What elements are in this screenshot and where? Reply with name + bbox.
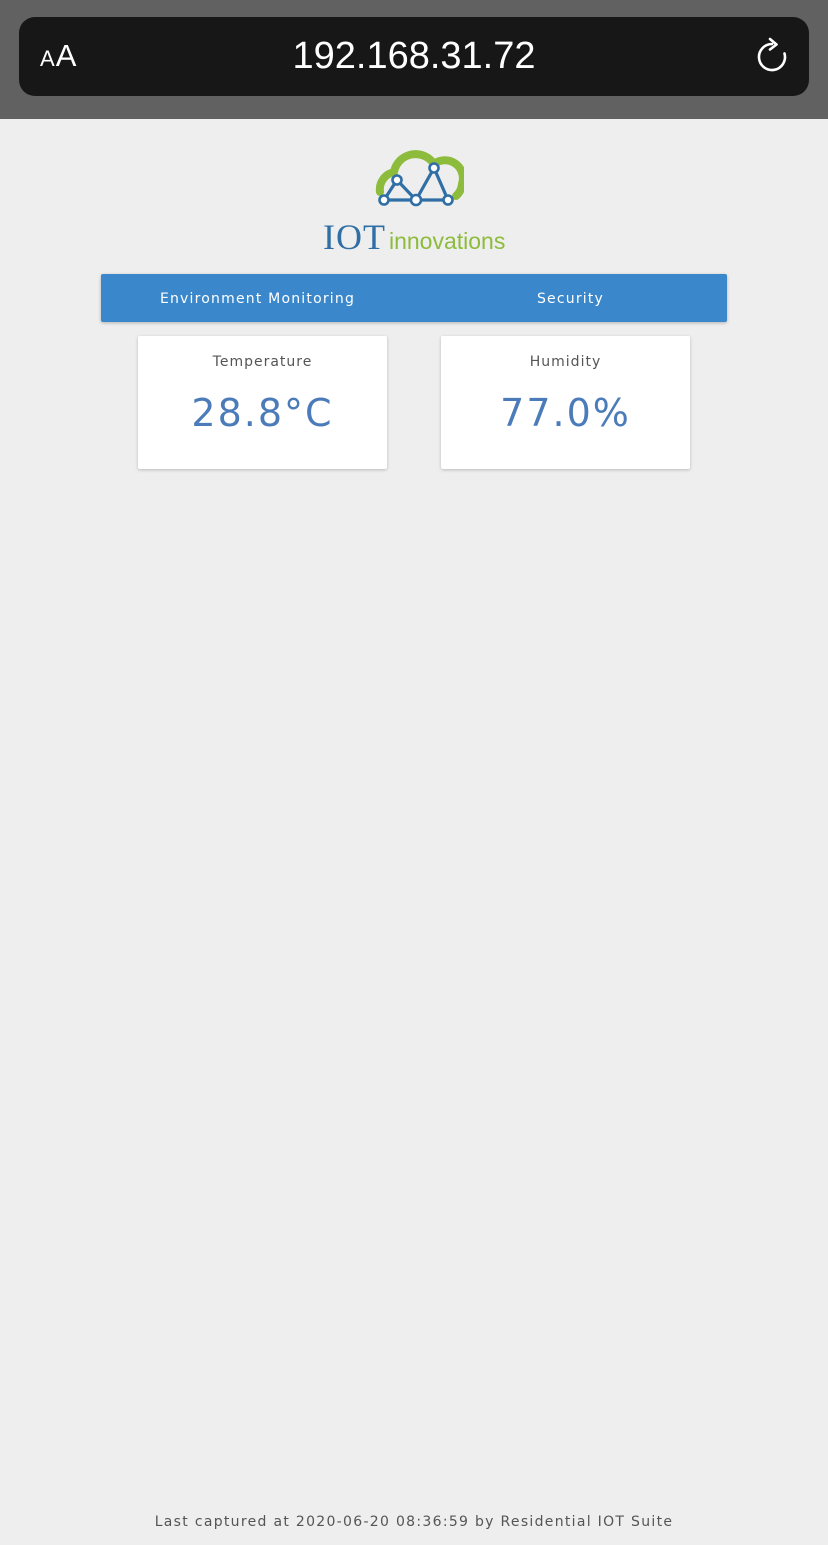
cloud-network-icon	[375, 150, 464, 207]
browser-chrome: A A 192.168.31.72	[0, 0, 828, 119]
humidity-card: Humidity 77.0%	[441, 336, 690, 469]
logo-iot-text: IOT	[323, 217, 386, 257]
text-size-button[interactable]: A A	[40, 38, 76, 78]
temperature-card: Temperature 28.8°C	[138, 336, 387, 469]
url-text[interactable]: 192.168.31.72	[292, 35, 536, 77]
footer-status: Last captured at 2020-06-20 08:36:59 by …	[154, 1514, 674, 1530]
temperature-value: 28.8°C	[191, 391, 334, 435]
humidity-value: 77.0%	[500, 391, 631, 435]
text-size-large-glyph: A	[55, 38, 77, 73]
iot-innovations-logo: IOT innovations	[320, 150, 512, 258]
address-bar[interactable]	[19, 17, 809, 96]
reload-icon[interactable]	[752, 37, 792, 77]
logo-wordmark: IOT innovations	[323, 216, 505, 258]
logo-innovations-text: innovations	[388, 228, 506, 254]
nav-bar: Environment Monitoring Security	[101, 274, 727, 322]
temperature-label: Temperature	[212, 354, 313, 370]
text-size-small-glyph: A	[40, 46, 55, 71]
humidity-label: Humidity	[529, 354, 602, 370]
tab-environment-monitoring[interactable]: Environment Monitoring	[159, 291, 356, 307]
tab-security[interactable]: Security	[536, 291, 605, 307]
